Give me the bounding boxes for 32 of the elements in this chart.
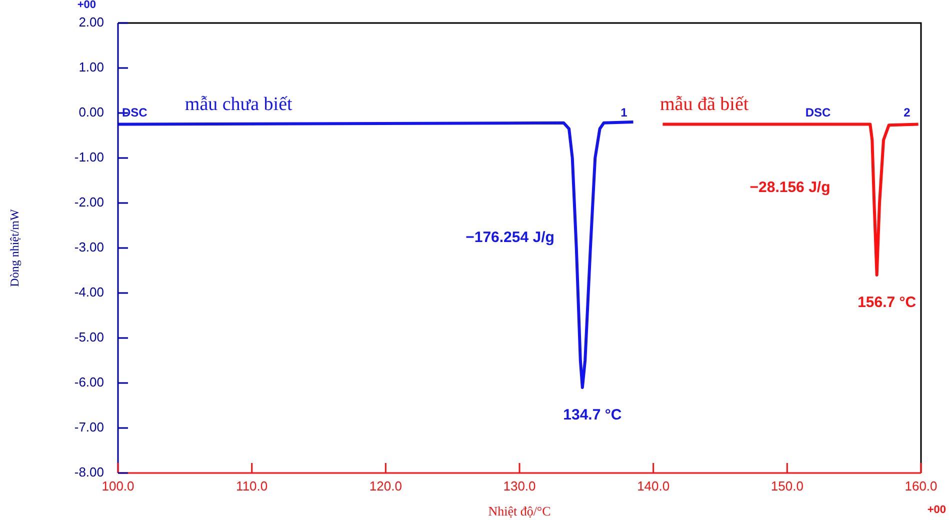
annotation: −28.156 J/g: [750, 179, 830, 196]
x-tick-label: 110.0: [236, 478, 268, 494]
y-tick-label: -7.00: [74, 420, 104, 435]
x-tick-label: 160.0: [904, 478, 938, 494]
x-tick-label: 130.0: [503, 478, 536, 494]
annotation: 1: [620, 105, 628, 120]
y-tick-label: -8.00: [74, 464, 104, 480]
y-tick-label: -3.00: [74, 240, 104, 255]
annotation: DSC: [805, 105, 831, 120]
annotation: 2: [904, 105, 911, 120]
x-tick-label: 100.0: [102, 478, 134, 494]
annotation: 134.7 °C: [563, 406, 622, 424]
x-tick-label: 150.0: [770, 478, 804, 494]
text: +00: [927, 504, 946, 516]
x-tick-label: 120.0: [369, 478, 402, 494]
y-tick-label: 1.00: [78, 60, 104, 75]
y-tick-label: -4.00: [74, 284, 104, 300]
y-tick-label: -6.00: [74, 374, 104, 390]
y-tick-label: 2.00: [78, 14, 104, 30]
y-tick-label: -2.00: [74, 194, 104, 210]
series-label: mẫu chưa biết: [184, 94, 294, 116]
series-label: mẫu đã biết: [660, 94, 750, 116]
y-tick-label: 0.00: [78, 104, 104, 120]
annotation: −176.254 J/g: [466, 229, 554, 246]
annotation: 156.7 °C: [858, 294, 916, 312]
text: +00: [77, 0, 96, 12]
y-tick-label: -5.00: [74, 330, 104, 345]
x-axis-title: Nhiệt độ/°C: [488, 504, 551, 519]
y-tick-label: -1.00: [74, 150, 104, 165]
y-axis-title: Dòng nhiệt/mW: [7, 208, 22, 287]
x-tick-label: 140.0: [637, 478, 670, 494]
annotation: DSC: [122, 105, 148, 120]
